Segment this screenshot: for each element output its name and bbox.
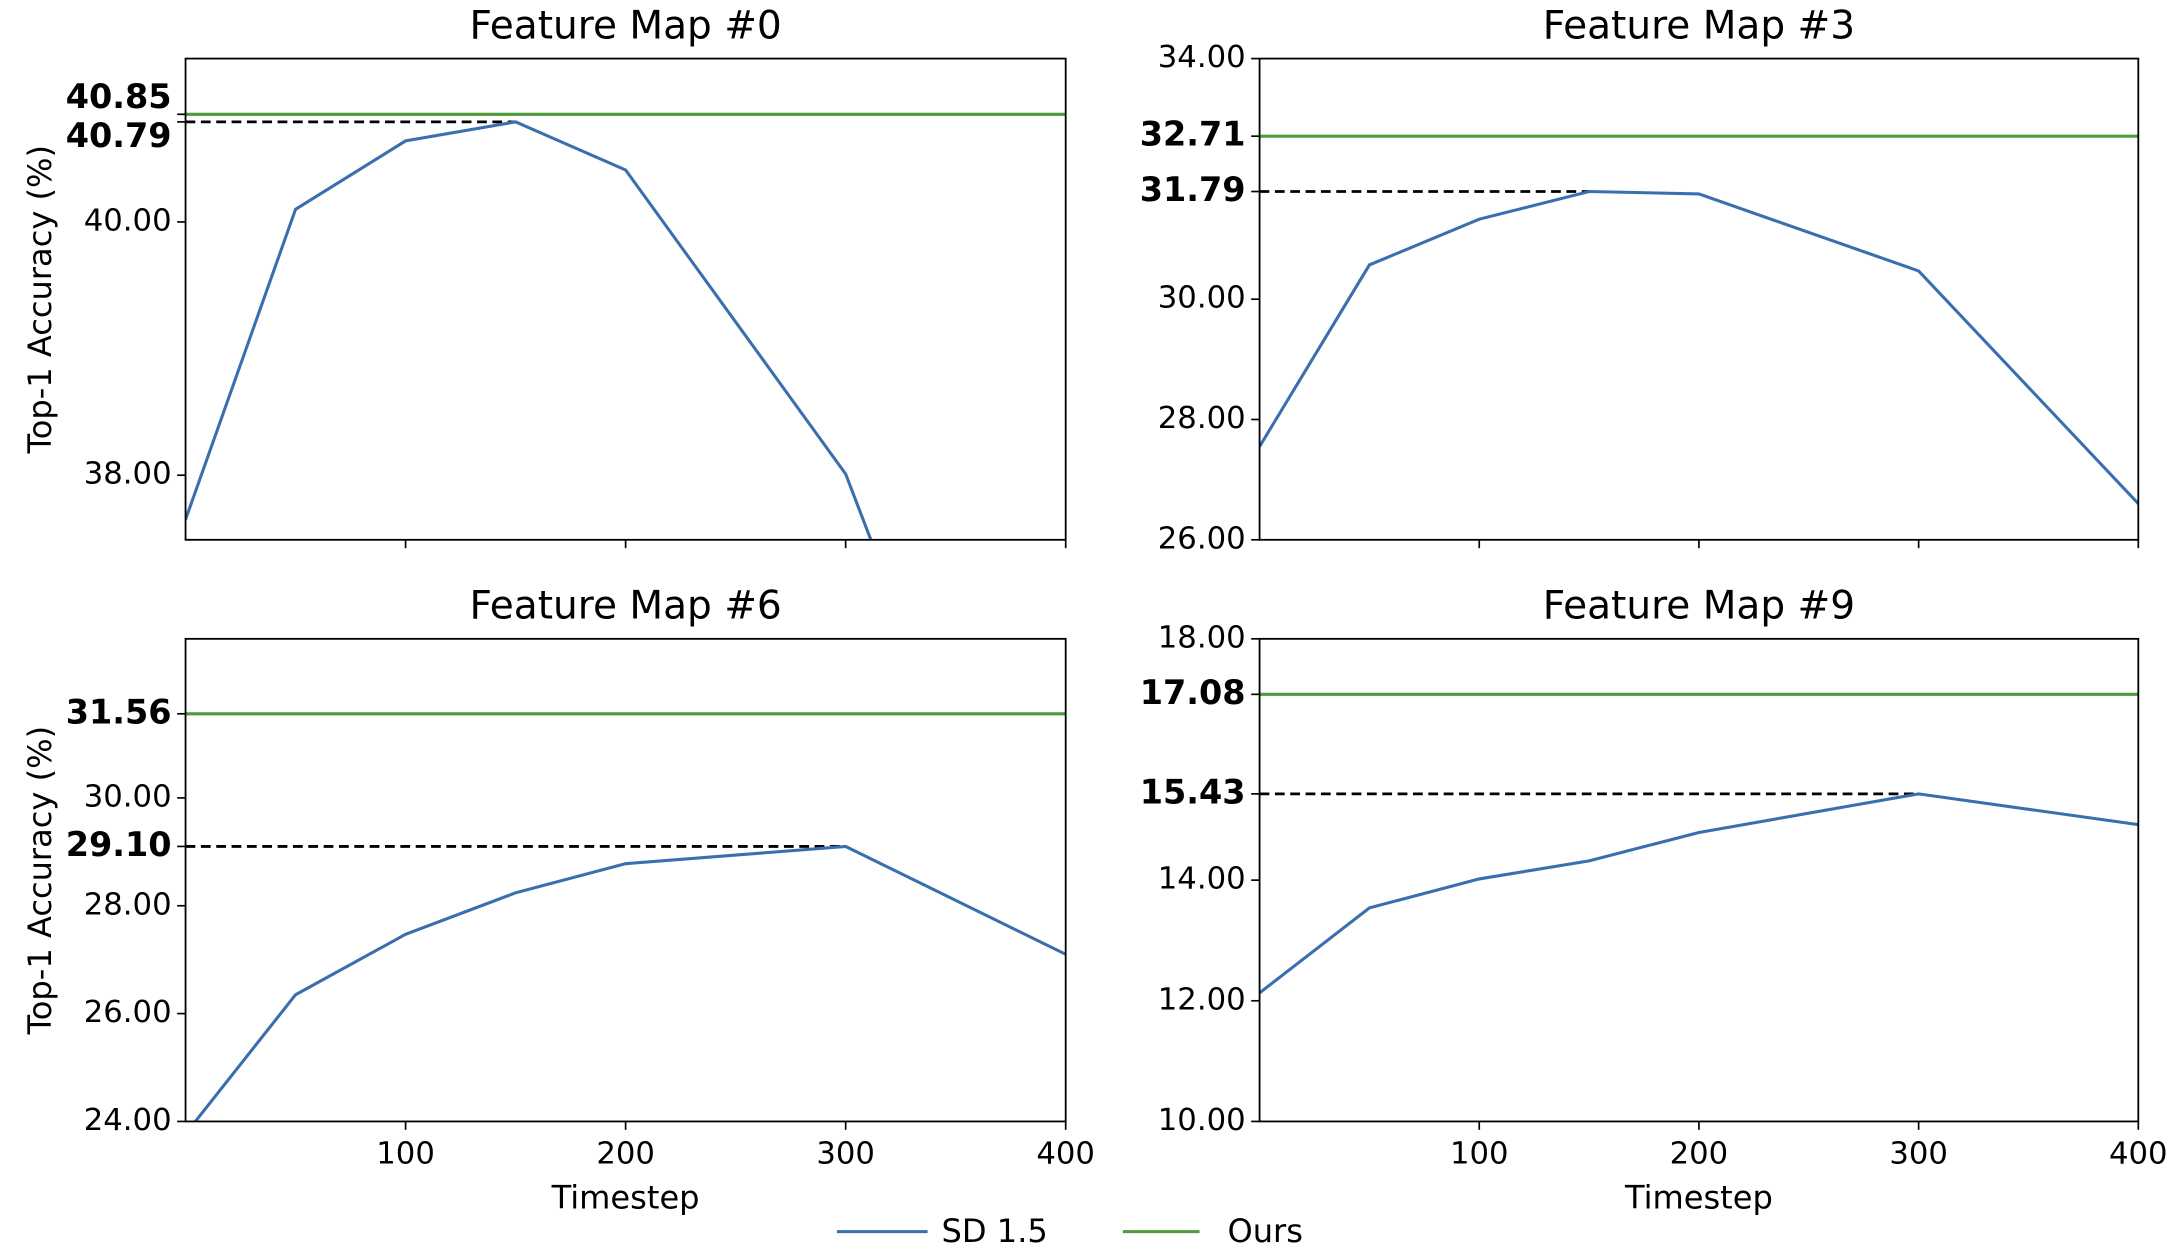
y-tick-label: 40.85: [66, 77, 172, 116]
x-axis-label: Timestep: [551, 1179, 700, 1217]
x-tick-label: 400: [2109, 1136, 2168, 1171]
chart-title: Feature Map #6: [469, 584, 781, 629]
y-tick-label: 15.43: [1140, 772, 1246, 811]
y-tick-label: 30.00: [84, 779, 172, 814]
y-tick-label: 34.00: [1158, 40, 1246, 75]
x-axis-label: Timestep: [1624, 1179, 1773, 1217]
legend-label: SD 1.5: [942, 1212, 1048, 1250]
plot-frame: [184, 57, 1067, 541]
y-tick-label: 17.08: [1140, 673, 1246, 712]
y-tick-label: 31.56: [66, 692, 172, 731]
y-tick-label: 31.79: [1140, 170, 1246, 209]
series-line: [185, 120, 873, 540]
x-tick-label: 200: [596, 1136, 655, 1171]
y-tick-label: 40.00: [84, 203, 172, 238]
x-tick-label: 100: [376, 1136, 435, 1171]
y-axis-label: Top-1 Accuracy (%): [21, 726, 59, 1035]
x-tick-label: 300: [816, 1136, 875, 1171]
plot-frame: [1258, 637, 2140, 1123]
y-tick-label: 32.71: [1140, 115, 1246, 154]
chart-title: Feature Map #0: [469, 3, 781, 48]
series-line: [1259, 189, 2139, 505]
legend-label: Ours: [1227, 1212, 1302, 1250]
chart-title: Feature Map #3: [1543, 3, 1855, 48]
y-tick-label: 28.00: [84, 887, 172, 922]
y-tick-label: 26.00: [84, 995, 172, 1030]
y-axis-label: Top-1 Accuracy (%): [21, 145, 59, 454]
x-tick-label: 400: [1036, 1136, 1095, 1171]
plot-frame: [1258, 57, 2140, 541]
x-tick-label: 100: [1450, 1136, 1509, 1171]
y-tick-label: 10.00: [1158, 1103, 1246, 1138]
series-line: [193, 844, 1066, 1122]
y-tick-label: 40.79: [66, 116, 172, 155]
x-tick-label: 300: [1889, 1136, 1948, 1171]
y-tick-label: 29.10: [66, 825, 172, 864]
y-tick-label: 28.00: [1158, 401, 1246, 436]
y-tick-label: 14.00: [1158, 862, 1246, 897]
x-tick-label: 200: [1670, 1136, 1729, 1171]
y-tick-label: 38.00: [84, 457, 172, 492]
y-tick-label: 26.00: [1158, 521, 1246, 556]
y-tick-label: 18.00: [1158, 620, 1246, 655]
y-tick-label: 30.00: [1158, 281, 1246, 316]
y-tick-label: 12.00: [1158, 982, 1246, 1017]
plot-frame: [184, 637, 1067, 1123]
chart-title: Feature Map #9: [1543, 584, 1855, 629]
series-line: [1259, 792, 2139, 995]
y-tick-label: 24.00: [84, 1103, 172, 1138]
